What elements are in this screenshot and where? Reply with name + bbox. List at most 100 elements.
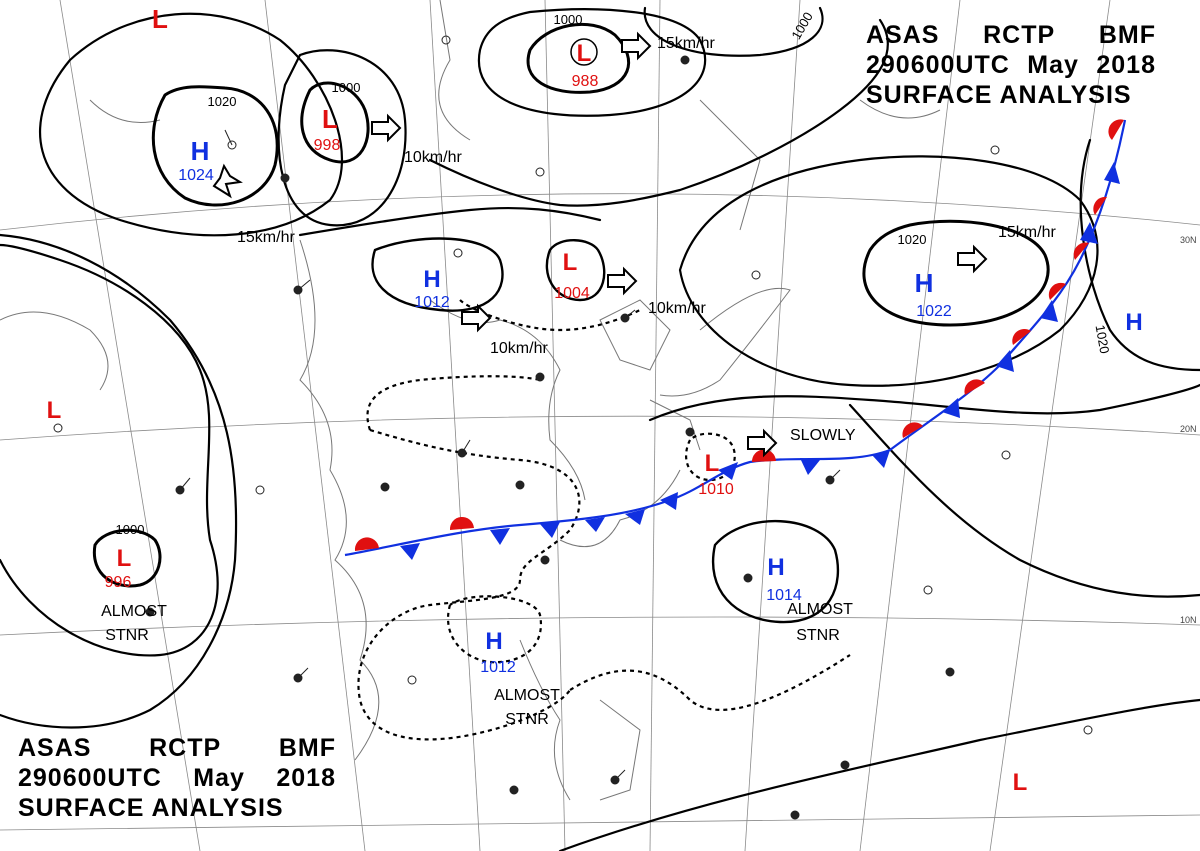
isobar-labels: 1020 1000 1000 1000 1020 1020 1000 [116, 9, 1113, 537]
cold-front-marks [400, 162, 1120, 560]
high-center: H 1022 [915, 268, 952, 320]
latitude-labels: 30N 20N 10N [1180, 235, 1197, 625]
movement-label: 15km/hr [657, 35, 715, 52]
header-line-1: ASAS RCTP BMF [866, 20, 1156, 50]
header-code-3: BMF [1098, 21, 1156, 49]
low-pressure-value: 1004 [554, 285, 590, 302]
arrow-icon [607, 266, 638, 296]
chart-header: ASAS RCTP BMF 290600UTC May 2018 SURFACE… [866, 20, 1156, 110]
footer-year: 2018 [276, 764, 336, 792]
movement-label: 15km/hr [998, 224, 1056, 241]
isobar-label: 1000 [116, 522, 145, 537]
high-symbol: H [1125, 309, 1142, 336]
footer-code-3: BMF [278, 734, 336, 762]
high-symbol: H [423, 266, 440, 293]
low-pressure-value: 988 [572, 73, 599, 90]
arrow-icon [461, 303, 492, 333]
arrow-icon [747, 428, 778, 458]
low-symbol: L [47, 397, 62, 424]
coastlines [0, 0, 941, 801]
isobar-high-1022 [862, 219, 1050, 327]
header-line-3: SURFACE ANALYSIS [866, 80, 1156, 110]
annotation-stnr: STNR [505, 711, 549, 728]
low-pressure-value: 998 [314, 137, 341, 154]
chart-footer: ASAS RCTP BMF 290600UTC May 2018 SURFACE… [18, 733, 336, 823]
low-symbol: L [152, 4, 168, 34]
station-plots [53, 35, 1093, 820]
low-symbol: L [117, 545, 132, 572]
low-center: L 996 [105, 545, 132, 591]
isobar-north-wave-2 [298, 206, 602, 237]
isobar-high-1012 [371, 237, 504, 312]
movement-arrows [212, 31, 988, 458]
high-pressure-value: 1012 [414, 294, 450, 311]
warm-front-marks [354, 119, 1124, 551]
low-center: L 1004 [554, 249, 590, 302]
high-symbol: H [485, 628, 502, 655]
isobar-label: 1020 [898, 232, 927, 247]
low-pressure-value: 996 [105, 574, 132, 591]
stationary-front [344, 119, 1127, 560]
high-center: H [1125, 309, 1142, 336]
lat-label-30n: 30N [1180, 235, 1197, 245]
low-symbol: L [563, 249, 578, 276]
arrow-icon [621, 31, 652, 61]
isobar-label: 1020 [1093, 324, 1113, 355]
low-center: L 1010 [698, 450, 734, 498]
arrow-icon [212, 163, 243, 199]
isobar-low-north-1000 [643, 6, 824, 57]
header-code-2: RCTP [983, 21, 1056, 49]
isobar-high-1014 [712, 519, 840, 624]
isobar-east-arc [848, 403, 1200, 598]
high-pressure-value: 1024 [178, 167, 214, 184]
low-center: L 988 [570, 38, 599, 90]
low-symbol: L [1013, 769, 1028, 796]
movement-label: 10km/hr [490, 340, 548, 357]
isobar-label: 1020 [208, 94, 237, 109]
low-center: L [1013, 769, 1028, 796]
isobar-north-wave [428, 18, 889, 207]
movement-label: 10km/hr [648, 300, 706, 317]
header-time: 290600UTC [866, 51, 1010, 79]
header-title: SURFACE ANALYSIS [866, 81, 1132, 109]
low-pressure-value: 1010 [698, 481, 734, 498]
isobar-sw-low-996 [92, 528, 162, 588]
header-month: May [1027, 51, 1079, 79]
header-line-2: 290600UTC May 2018 [866, 50, 1156, 80]
isobar-east-high [1079, 138, 1200, 372]
low-center: L [152, 4, 168, 34]
arrow-icon [371, 113, 402, 143]
stationary-annotations: ALMOST STNR ALMOST STNR ALMOST STNR [101, 601, 853, 728]
low-symbol: L [577, 40, 592, 67]
arrow-icon [957, 244, 988, 274]
footer-code-2: RCTP [149, 734, 222, 762]
isobar-low-1004 [545, 239, 606, 302]
lat-label-20n: 20N [1180, 424, 1197, 434]
pressure-systems: H 1024 L 998 L 988 L H 1012 L 1004 H 102… [47, 4, 1143, 796]
high-pressure-value: 1022 [916, 303, 952, 320]
header-year: 2018 [1096, 51, 1156, 79]
isobar-west-outer [0, 233, 238, 729]
isobar-se-line [558, 698, 1200, 851]
isobar-high-1022-outer [678, 155, 1099, 387]
isobar-low-998 [300, 81, 370, 164]
movement-label: SLOWLY [790, 427, 856, 444]
low-symbol: L [705, 450, 720, 477]
footer-line-2: 290600UTC May 2018 [18, 763, 336, 793]
isobar-label: 1000 [332, 80, 361, 95]
low-symbol: L [322, 104, 338, 134]
isobar-low-988-outer [477, 8, 707, 117]
annotation-stnr: STNR [796, 627, 840, 644]
footer-code-1: ASAS [18, 734, 92, 762]
troughs [357, 299, 851, 741]
low-center: L 998 [314, 104, 341, 154]
high-symbol: H [767, 554, 784, 581]
high-center: H 1012 [414, 266, 450, 311]
isobar-label: 1000 [554, 12, 583, 27]
annotation-almost: ALMOST [494, 687, 560, 704]
high-symbol: H [915, 268, 934, 298]
high-pressure-value: 1012 [480, 659, 516, 676]
high-center: H 1014 [766, 554, 802, 604]
isobar-high-nw [151, 85, 279, 207]
